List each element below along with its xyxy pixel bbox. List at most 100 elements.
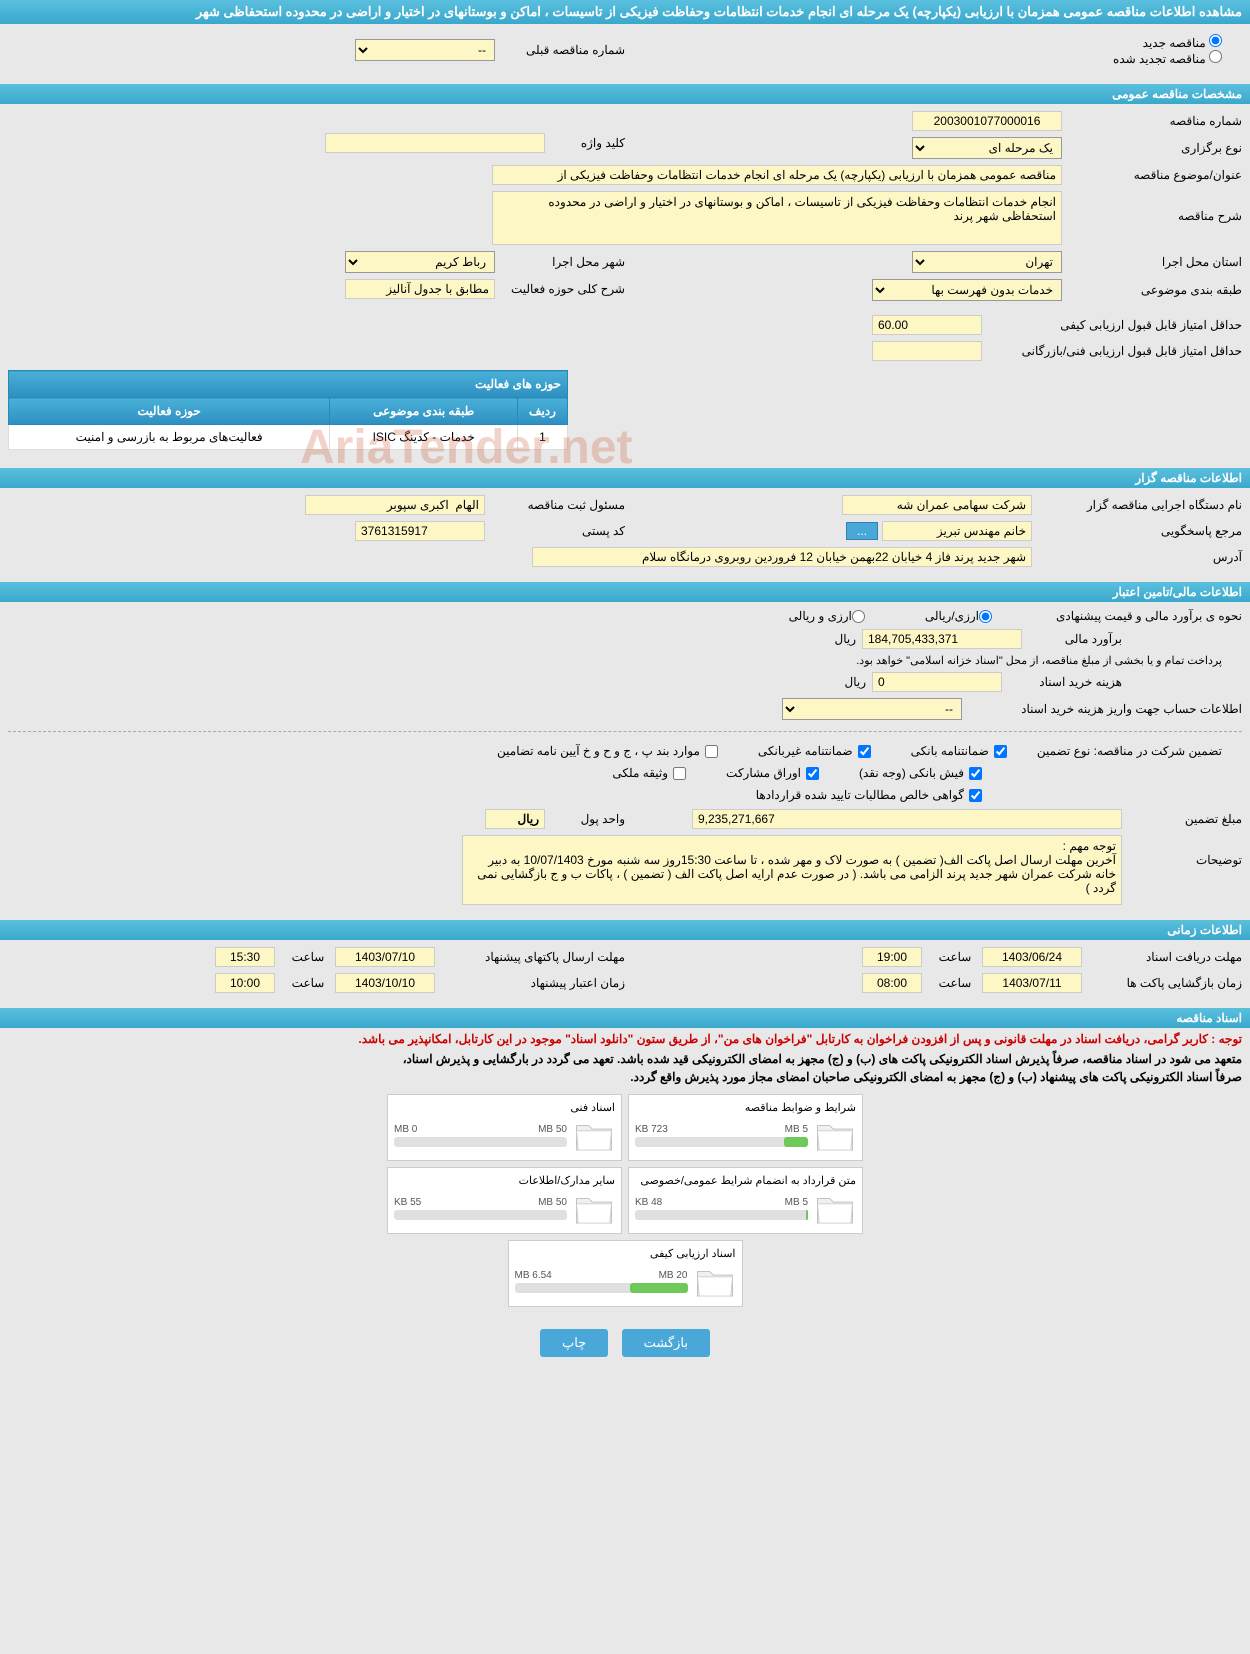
postal-label: کد پستی — [485, 524, 625, 538]
doc-receive-time[interactable] — [862, 947, 922, 967]
cb-bonds[interactable] — [806, 767, 819, 780]
doc-card[interactable]: سایر مدارک/اطلاعات50 MB55 KB — [387, 1167, 622, 1234]
activity-desc-label: شرح کلی حوزه فعالیت — [495, 282, 625, 296]
docs-grid: شرایط و ضوابط مناقصه 5 MB 723 KB اسناد فنی 5… — [0, 1086, 1250, 1315]
cb-bonds-label: اوراق مشارکت — [726, 766, 801, 780]
doc-used: 723 KB — [635, 1124, 668, 1135]
doc-card[interactable]: اسناد فنی50 MB0 MB — [387, 1094, 622, 1161]
cb-items-bpjh-label: موارد بند پ ، ج و ح و خ آیین نامه تضامین — [497, 744, 700, 758]
account-select[interactable]: -- — [782, 698, 962, 720]
doc-total: 50 MB — [538, 1124, 567, 1135]
table-row: 1 خدمات - کدینگ ISIC فعالیت‌های مربوط به… — [9, 425, 568, 450]
cb-nonbank-guarantee[interactable] — [858, 745, 871, 758]
validity-date[interactable] — [335, 973, 435, 993]
guarantee-amount-input[interactable] — [692, 809, 1122, 829]
proposal-send-time[interactable] — [215, 947, 275, 967]
validity-time[interactable] — [215, 973, 275, 993]
cb-net-claims[interactable] — [969, 789, 982, 802]
activity-table-title: حوزه های فعالیت — [9, 371, 568, 398]
doc-receive-date[interactable] — [982, 947, 1082, 967]
tender-number[interactable] — [912, 111, 1062, 131]
radio-rial-label: ارزی/ریالی — [925, 609, 979, 623]
doc-total: 5 MB — [785, 1124, 808, 1135]
unit-label: واحد پول — [545, 812, 625, 826]
prev-number-label: شماره مناقصه قبلی — [495, 43, 625, 57]
docs-red-note: توجه : کاربر گرامی، دریافت اسناد در مهلت… — [0, 1028, 1250, 1050]
responder-more-button[interactable]: ... — [846, 522, 878, 540]
city-select[interactable]: رباط کریم — [345, 251, 495, 273]
category-label: طبقه بندی موضوعی — [1062, 283, 1242, 297]
cb-items-bpjh[interactable] — [705, 745, 718, 758]
activity-desc-input[interactable] — [345, 279, 495, 299]
cell-row-field: فعالیت‌های مربوط به بازرسی و امنیت — [9, 425, 330, 450]
guarantee-header: تضمین شرکت در مناقصه: نوع تضمین — [1037, 744, 1222, 758]
time-label-3: ساعت — [275, 950, 335, 964]
time-label-4: ساعت — [275, 976, 335, 990]
page-title: مشاهده اطلاعات مناقصه عمومی همزمان با ار… — [0, 0, 1250, 24]
cb-bank-receipt[interactable] — [969, 767, 982, 780]
doc-card[interactable]: اسناد ارزیابی کیفی20 MB6.54 MB — [508, 1240, 743, 1307]
min-tech-input[interactable] — [872, 341, 982, 361]
doc-card-title: شرایط و ضوابط مناقصه — [635, 1101, 856, 1114]
doc-fee-input[interactable] — [872, 672, 1002, 692]
estimate-label: برآورد مالی — [1022, 632, 1122, 646]
section-general: مشخصات مناقصه عمومی — [0, 84, 1250, 104]
subject-input[interactable] — [492, 165, 1062, 185]
holding-type-select[interactable]: یک مرحله ای — [912, 137, 1062, 159]
doc-card[interactable]: متن قرارداد به انضمام شرایط عمومی/خصوصی5… — [628, 1167, 863, 1234]
executor-label: نام دستگاه اجرایی مناقصه گزار — [1032, 498, 1242, 512]
radio-rial[interactable] — [979, 610, 992, 623]
docs-black-note2: صرفاً اسناد الکترونیکی پاکت های پیشنهاد … — [0, 1068, 1250, 1086]
radio-new-tender[interactable] — [1209, 34, 1222, 47]
estimate-method-label: نحوه ی برآورد مالی و قیمت پیشنهادی — [992, 609, 1242, 623]
description-textarea[interactable]: انجام خدمات انتظامات وحفاظت فیزیکی از تا… — [492, 191, 1062, 245]
cb-property[interactable] — [673, 767, 686, 780]
doc-card[interactable]: شرایط و ضوابط مناقصه 5 MB 723 KB — [628, 1094, 863, 1161]
prev-number-select[interactable]: -- — [355, 39, 495, 61]
folder-icon — [573, 1191, 615, 1227]
opening-date[interactable] — [982, 973, 1082, 993]
address-input[interactable] — [532, 547, 1032, 567]
radio-renewed-tender[interactable] — [1209, 50, 1222, 63]
section-financial: اطلاعات مالی/تامین اعتبار — [0, 582, 1250, 602]
province-select[interactable]: تهران — [912, 251, 1062, 273]
payment-note: پرداخت تمام و یا بخشی از مبلغ مناقصه، از… — [8, 652, 1242, 669]
th-category: طبقه بندی موضوعی — [330, 398, 518, 425]
keyword-label: کلید واژه — [545, 136, 625, 150]
section-docs: اسناد مناقصه — [0, 1008, 1250, 1028]
doc-receive-label: مهلت دریافت اسناد — [1082, 950, 1242, 964]
doc-card-title: اسناد ارزیابی کیفی — [515, 1247, 736, 1260]
section-schedule: اطلاعات زمانی — [0, 920, 1250, 940]
responder-input[interactable] — [882, 521, 1032, 541]
category-select[interactable]: خدمات بدون فهرست بها — [872, 279, 1062, 301]
doc-card-title: اسناد فنی — [394, 1101, 615, 1114]
min-qual-input[interactable] — [872, 315, 982, 335]
city-label: شهر محل اجرا — [495, 255, 625, 269]
radio-renewed-label: مناقصه تجدید شده — [1113, 52, 1206, 66]
min-tech-label: حداقل امتیاز قابل قبول ارزیابی فنی/بازرگ… — [982, 344, 1242, 358]
print-button[interactable]: چاپ — [540, 1329, 608, 1357]
unit-input[interactable] — [485, 809, 545, 829]
holding-type-label: نوع برگزاری — [1062, 141, 1242, 155]
notes-textarea[interactable]: توجه مهم : آخرین مهلت ارسال اصل پاکت الف… — [462, 835, 1122, 905]
radio-new-label: مناقصه جدید — [1143, 36, 1206, 50]
cb-bank-guarantee[interactable] — [994, 745, 1007, 758]
opening-time[interactable] — [862, 973, 922, 993]
registrar-input[interactable] — [305, 495, 485, 515]
back-button[interactable]: بازگشت — [622, 1329, 710, 1357]
province-label: استان محل اجرا — [1062, 255, 1242, 269]
doc-card-title: متن قرارداد به انضمام شرایط عمومی/خصوصی — [635, 1174, 856, 1187]
docs-black-note1: متعهد می شود در اسناد مناقصه، صرفاً پذیر… — [0, 1050, 1250, 1068]
keyword-input[interactable] — [325, 133, 545, 153]
proposal-send-date[interactable] — [335, 947, 435, 967]
address-label: آدرس — [1032, 550, 1242, 564]
radio-both-label: ارزی و ریالی — [789, 609, 852, 623]
postal-input[interactable] — [355, 521, 485, 541]
executor-input[interactable] — [842, 495, 1032, 515]
estimate-input[interactable] — [862, 629, 1022, 649]
radio-both[interactable] — [852, 610, 865, 623]
registrar-label: مسئول ثبت مناقصه — [485, 498, 625, 512]
doc-total: 20 MB — [659, 1270, 688, 1281]
notes-label: توضیحات — [1122, 835, 1242, 867]
time-label-2: ساعت — [922, 976, 982, 990]
